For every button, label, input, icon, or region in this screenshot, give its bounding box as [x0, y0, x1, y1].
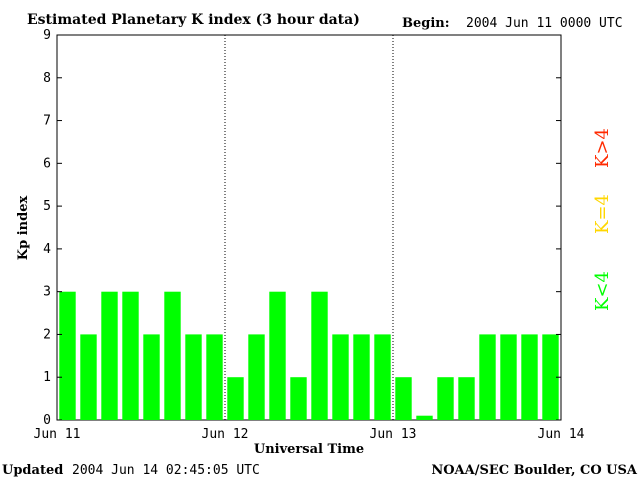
kp-bar	[479, 334, 496, 420]
x-tick-label: Jun 14	[538, 427, 585, 442]
chart-title: Estimated Planetary K index (3 hour data…	[27, 12, 360, 28]
kp-bar	[353, 334, 370, 420]
x-tick-label: Jun 11	[34, 427, 81, 442]
bars	[59, 291, 559, 420]
y-tick-label: 4	[43, 242, 51, 257]
y-tick-label: 7	[43, 114, 51, 129]
kp-bar	[311, 291, 328, 420]
begin-label: Begin:	[402, 16, 450, 31]
kp-bar	[248, 334, 265, 420]
kp-bar	[542, 334, 559, 420]
kp-bar	[458, 377, 475, 420]
kp-bar	[374, 334, 391, 420]
x-tick-label: Jun 12	[202, 427, 249, 442]
x-tick-label: Jun 13	[370, 427, 417, 442]
y-tick-label: 9	[43, 28, 51, 43]
y-axis-label: Kp index	[16, 196, 31, 261]
credit-text: NOAA/SEC Boulder, CO USA	[431, 463, 638, 478]
updated-value: 2004 Jun 14 02:45:05 UTC	[72, 463, 260, 478]
kp-bar	[122, 291, 139, 420]
updated-label: Updated	[2, 463, 63, 478]
kp-bar	[101, 291, 118, 420]
kp-bar	[500, 334, 517, 420]
kp-bar	[164, 291, 181, 420]
y-tick-label: 8	[43, 71, 51, 86]
legend-k-greater-4: K>4	[592, 128, 613, 168]
x-axis-ticks: Jun 11 Jun 12 Jun 13 Jun 14	[34, 427, 585, 442]
legend-k-equal-4: K=4	[592, 194, 613, 234]
kp-bar	[206, 334, 223, 420]
kp-bar	[332, 334, 349, 420]
x-axis-label: Universal Time	[254, 442, 364, 457]
kp-bar	[269, 291, 286, 420]
y-tick-label: 6	[43, 156, 51, 171]
kp-bar	[59, 291, 76, 420]
day-dividers	[224, 35, 394, 420]
kp-bar	[437, 377, 454, 420]
y-axis-ticks: 0 1 2 3 4 5 6 7 8 9	[43, 28, 561, 428]
begin-value: 2004 Jun 11 0000 UTC	[466, 16, 623, 31]
kp-bar	[395, 377, 412, 420]
kp-bar	[290, 377, 307, 420]
y-tick-label: 0	[43, 413, 51, 428]
kp-bar	[416, 415, 433, 420]
plot-frame	[56, 34, 562, 421]
kp-bar	[521, 334, 538, 420]
kp-bar	[143, 334, 160, 420]
y-tick-label: 5	[43, 199, 51, 214]
y-tick-label: 2	[43, 327, 51, 342]
kp-bar	[80, 334, 97, 420]
legend-k-less-4: K<4	[592, 271, 613, 311]
y-tick-label: 3	[43, 285, 51, 300]
y-tick-label: 1	[43, 370, 51, 385]
kp-bar	[227, 377, 244, 420]
kp-bar	[185, 334, 202, 420]
